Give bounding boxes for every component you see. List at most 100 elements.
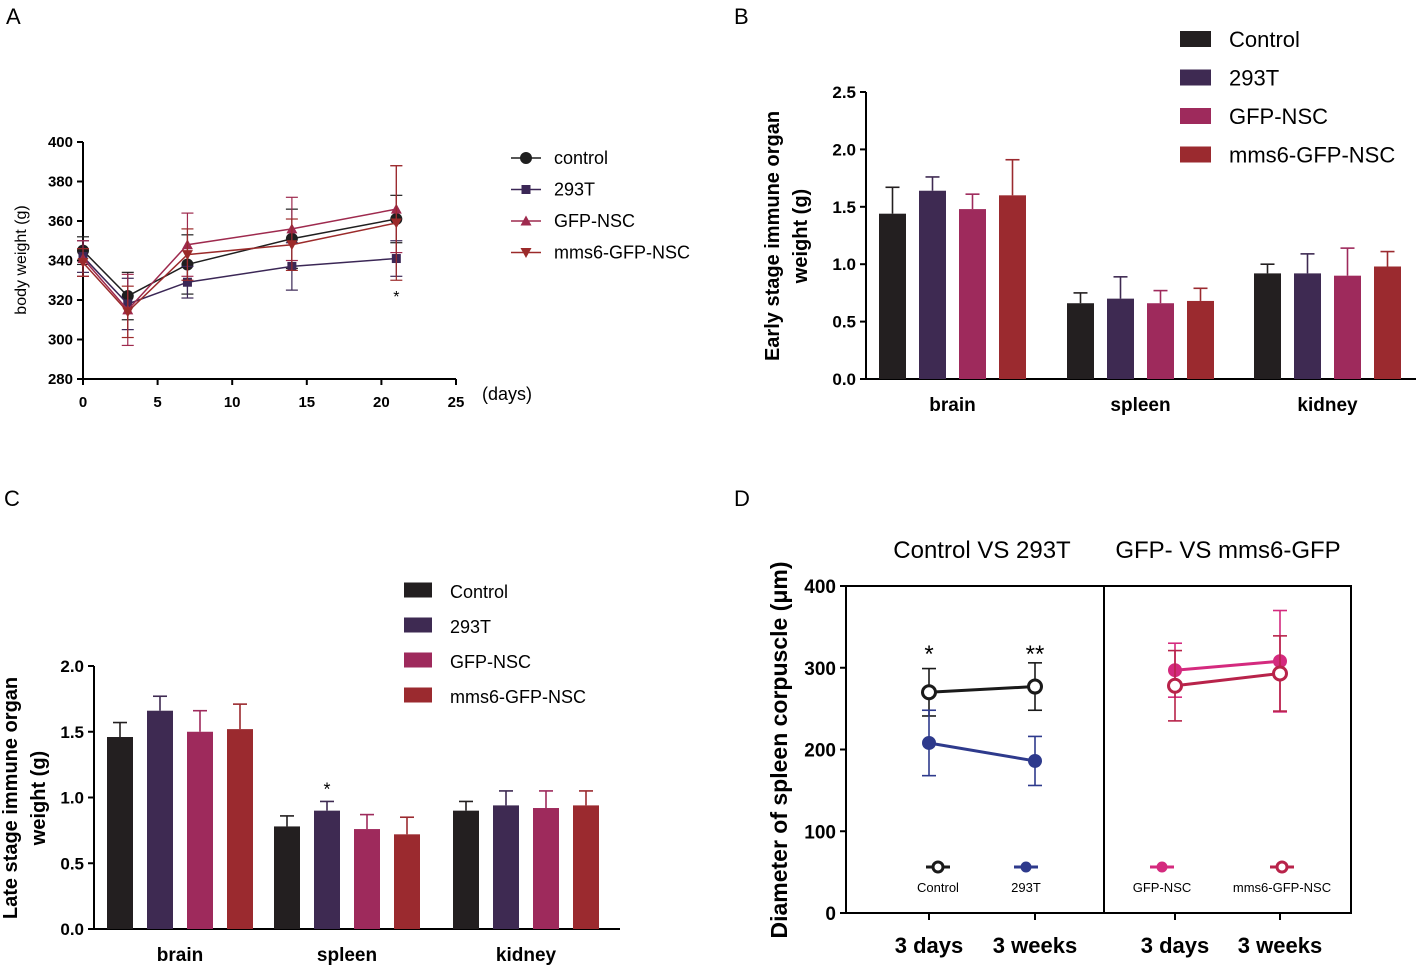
c-legend-item-gfp-nsc: GFP-NSC [404, 652, 531, 672]
d-legend-marker [1156, 861, 1168, 873]
c-legend-label: GFP-NSC [450, 652, 531, 672]
d-category-label: 3 days [895, 933, 964, 958]
b-legend-label: Control [1229, 27, 1300, 52]
a-legend-label: GFP-NSC [554, 211, 635, 231]
b-errorbar-brain-293t [925, 176, 940, 191]
b-y-tick-label: 2.0 [832, 140, 856, 159]
b-errorbar-spleen-control [1073, 292, 1088, 304]
c-legend-item-mms6-gfp-nsc: mms6-GFP-NSC [404, 687, 586, 707]
a-legend-marker [520, 215, 532, 226]
c-y-tick-label: 0.0 [60, 920, 84, 939]
b-category-label: brain [929, 395, 975, 416]
c-errorbar-brain-control [113, 721, 127, 738]
b-bar-kidney-mms6-gfp-nsc [1374, 266, 1401, 379]
d-legend-label: 293T [1011, 880, 1041, 895]
c-errorbar-brain-293t [153, 695, 167, 711]
c-errorbar-brain-gfp-nsc [193, 709, 207, 732]
b-group-brain [879, 158, 1026, 379]
d-series-control [921, 662, 1043, 717]
c-legend-swatch [404, 617, 432, 633]
b-bar-spleen-293t [1107, 298, 1134, 379]
d-legend-marker [931, 860, 945, 874]
d-title-left: Control VS 293T [893, 537, 1071, 564]
d-category-label: 3 days [1141, 933, 1210, 958]
d-point-293t [922, 735, 936, 750]
b-y-tick-label: 1.5 [832, 198, 856, 217]
b-legend-label: mms6-GFP-NSC [1229, 143, 1395, 168]
d-y-tick-label: 400 [804, 577, 836, 598]
c-y-label-line2: weight (g) [28, 751, 50, 846]
c-category-label: spleen [317, 945, 377, 966]
d-point-control [1027, 678, 1043, 695]
c-errorbar-kidney-control [459, 800, 473, 811]
a-legend-item-293t: 293T [511, 180, 595, 200]
c-y-ticks: 0.0 0.5 1.0 1.5 2.0 [60, 657, 94, 939]
a-x-ticks: 0 5 10 15 20 25 [79, 379, 464, 411]
d-frame [845, 585, 1352, 914]
c-bar-kidney-mms6-gfp-nsc [573, 805, 599, 929]
b-legend: Control 293T GFP-NSC mms6-GFP-NSC [1180, 27, 1395, 168]
a-plot-area: * [77, 165, 403, 347]
d-line-mms6-gfp-nsc [1174, 671, 1281, 688]
c-group-kidney [453, 790, 599, 929]
b-y-label-line2: weight (g) [790, 189, 812, 284]
d-y-ticks: 0 100 200 300 400 [804, 577, 846, 925]
c-legend-label: Control [450, 582, 508, 602]
d-category-label: 3 weeks [993, 933, 1077, 958]
d-point-control [921, 684, 937, 701]
c-category-label: brain [157, 945, 203, 966]
b-y-tick-label: 0.5 [832, 313, 856, 332]
c-y-tick-label: 2.0 [60, 657, 84, 676]
a-point-293t [182, 277, 192, 287]
a-legend-item-control: control [511, 148, 608, 168]
a-y-tick-label: 340 [48, 253, 73, 270]
d-legend-item-gfp-nsc: GFP-NSC [1133, 861, 1191, 895]
b-bar-kidney-control [1254, 273, 1281, 379]
d-line-control [928, 685, 1036, 694]
a-y-tick-label: 320 [48, 292, 73, 309]
c-errorbar-spleen-control [280, 815, 294, 827]
b-legend-item-control: Control [1180, 27, 1300, 52]
b-errorbar-kidney-293t [1300, 253, 1315, 274]
b-errorbar-brain-gfp-nsc [965, 193, 980, 210]
c-y-tick-label: 1.5 [60, 723, 84, 742]
b-errorbar-kidney-gfp-nsc [1340, 247, 1355, 276]
a-legend-item-mms6-gfp-nsc: mms6-GFP-NSC [511, 243, 690, 263]
c-bar-spleen-gfp-nsc [354, 829, 380, 929]
panel-c: 0.0 0.5 1.0 1.5 2.0 * brain spleen kidney Late… [0, 582, 620, 966]
a-point-mms6-gfp-nsc [181, 250, 193, 261]
b-y-label-line1: Early stage immune organ [762, 111, 784, 361]
b-bar-brain-control [879, 213, 906, 379]
a-significance-mark: * [393, 289, 399, 306]
d-plot-area: * ** [921, 609, 1288, 787]
a-legend-label: control [554, 148, 608, 168]
panel-label-c: C [4, 486, 20, 511]
b-errorbar-kidney-control [1260, 263, 1275, 274]
b-plot-area [879, 158, 1401, 379]
b-bar-brain-mms6-gfp-nsc [999, 195, 1026, 379]
c-bar-brain-293t [147, 710, 173, 929]
c-bar-kidney-293t [493, 805, 519, 929]
d-series-mms6-gfp-nsc [1167, 635, 1288, 722]
c-plot-area: * [107, 695, 599, 929]
c-legend: Control 293T GFP-NSC mms6-GFP-NSC [404, 582, 586, 707]
b-bar-spleen-mms6-gfp-nsc [1187, 300, 1214, 379]
b-category-labels: brain spleen kidney [929, 395, 1358, 416]
a-x-tick-label: 15 [298, 394, 315, 411]
a-legend-marker [520, 152, 532, 164]
b-errorbar-kidney-mms6-gfp-nsc [1380, 250, 1395, 267]
c-legend-swatch [404, 582, 432, 598]
b-errorbar-brain-mms6-gfp-nsc [1005, 158, 1020, 196]
a-y-tick-label: 400 [48, 134, 73, 151]
c-legend-label: mms6-GFP-NSC [450, 687, 586, 707]
b-y-ticks: 0.0 0.5 1.0 1.5 2.0 2.5 [832, 83, 866, 389]
b-bar-spleen-gfp-nsc [1147, 303, 1174, 379]
a-point-mms6-gfp-nsc [286, 240, 298, 251]
c-bar-brain-control [107, 737, 133, 929]
panel-label-a: A [6, 4, 21, 29]
a-series-gfp-nsc [77, 165, 403, 347]
b-legend-label: GFP-NSC [1229, 104, 1328, 129]
b-category-label: spleen [1110, 395, 1170, 416]
d-category-label: 3 weeks [1238, 933, 1322, 958]
